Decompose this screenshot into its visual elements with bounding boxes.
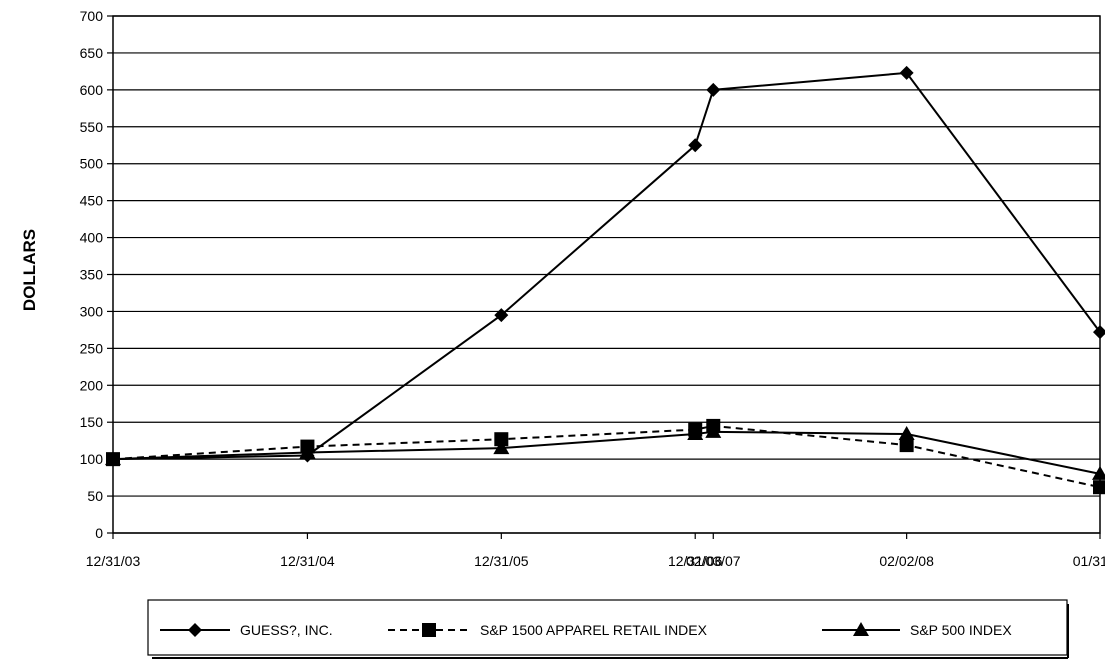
x-tick-label: 12/31/04	[280, 553, 335, 569]
data-point-diamond	[300, 448, 315, 463]
y-tick-label: 200	[80, 377, 104, 393]
data-point-square	[706, 418, 721, 433]
series-line-triangle	[112, 430, 1101, 475]
data-point-square	[688, 422, 703, 437]
plot-frame	[112, 15, 1101, 534]
x-tick-label: 12/31/05	[474, 553, 529, 569]
data-point-square	[1093, 480, 1105, 495]
y-tick-label: 100	[80, 451, 104, 467]
y-tick-label: 350	[80, 267, 104, 283]
y-tick-label: 0	[95, 525, 103, 541]
legend-label: GUESS?, INC.	[240, 622, 333, 638]
x-tick-label: 12/31/03	[86, 553, 141, 569]
data-point-triangle	[898, 426, 915, 441]
x-tick-label: 02/03/07	[686, 553, 741, 569]
y-tick-label: 700	[80, 8, 104, 24]
y-tick-label: 550	[80, 119, 104, 135]
y-tick-label: 150	[80, 414, 104, 430]
data-point-diamond	[688, 138, 703, 153]
legend-marker-triangle	[853, 622, 869, 636]
y-tick-label: 450	[80, 193, 104, 209]
legend-label: S&P 500 INDEX	[910, 622, 1012, 638]
data-point-diamond	[706, 82, 721, 97]
x-tick-label: 02/02/08	[879, 553, 934, 569]
data-point-square	[494, 432, 509, 447]
series-markers	[105, 65, 1105, 495]
x-tick-label: 12/31/06	[668, 553, 723, 569]
y-tick-label: 250	[80, 340, 104, 356]
y-tick-label: 400	[80, 230, 104, 246]
legend-marker-diamond	[188, 623, 202, 637]
y-axis-label: DOLLARS	[20, 229, 39, 311]
data-point-diamond	[494, 308, 509, 323]
legend-label: S&P 1500 APPAREL RETAIL INDEX	[480, 622, 708, 638]
data-point-square	[899, 438, 914, 453]
series-line-diamond	[112, 71, 1101, 461]
legend-marker-square	[422, 623, 436, 637]
data-point-triangle	[1092, 465, 1105, 480]
x-tick-label: 01/31/09	[1073, 553, 1105, 569]
data-point-diamond	[1093, 325, 1105, 340]
y-tick-label: 300	[80, 303, 104, 319]
data-point-triangle	[493, 440, 510, 455]
data-point-diamond	[106, 452, 120, 467]
gridlines	[113, 15, 1100, 534]
legend: GUESS?, INC. S&P 1500 APPAREL RETAIL INDE…	[147, 599, 1069, 659]
y-tick-label: 50	[87, 488, 103, 504]
y-tick-label: 650	[80, 45, 104, 61]
y-tick-label: 500	[80, 156, 104, 172]
axes: 0 50 100 150 200 250 300 350 400 450 500 550 600 650 7…	[80, 8, 1105, 569]
legend-box	[147, 599, 1068, 656]
series-lines	[112, 71, 1101, 489]
data-point-diamond	[899, 65, 914, 80]
y-tick-label: 600	[80, 82, 104, 98]
data-point-square	[300, 439, 315, 454]
